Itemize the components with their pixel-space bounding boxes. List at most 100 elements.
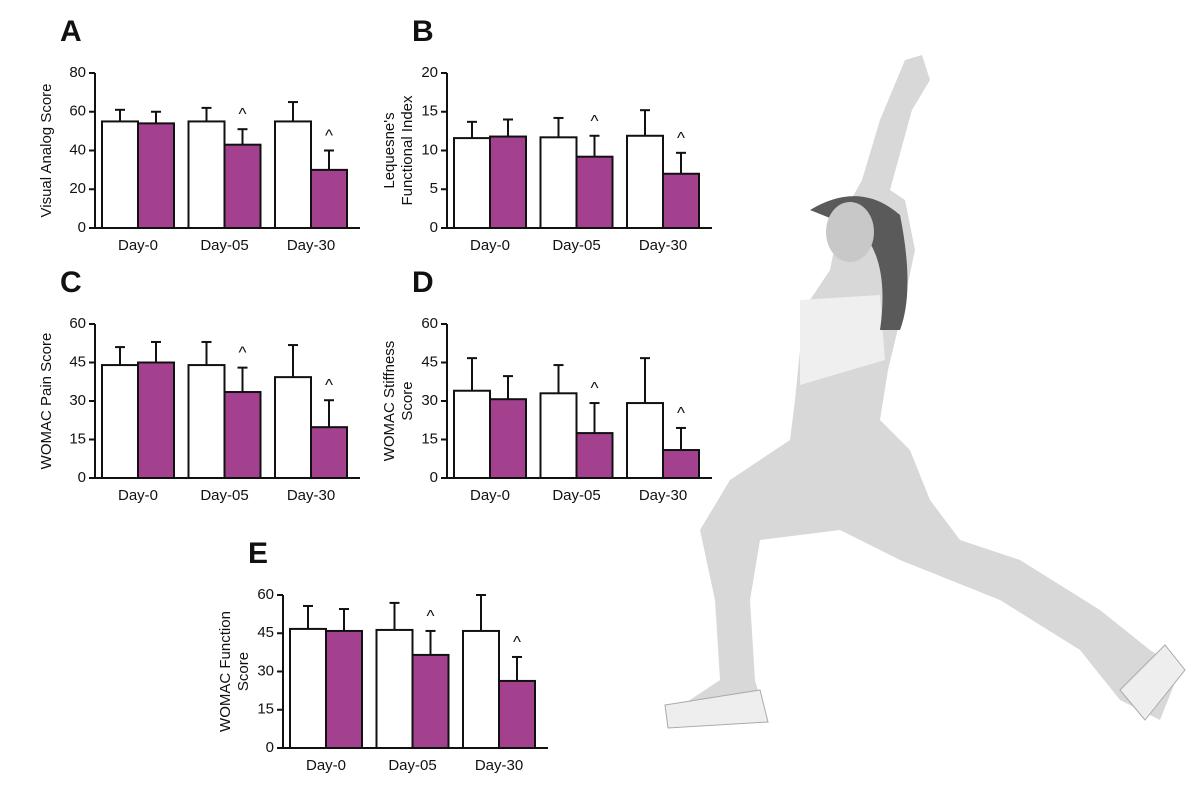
significance-marker: ^	[239, 343, 247, 362]
x-tick-label: Day-0	[470, 237, 510, 254]
head	[826, 202, 874, 262]
x-tick-label: Day-30	[287, 237, 335, 254]
y-tick-label: 0	[78, 219, 86, 236]
x-tick-label: Day-05	[552, 487, 600, 504]
bar	[310, 426, 348, 479]
shoe	[664, 689, 769, 729]
significance-marker: ^	[239, 105, 247, 124]
y-tick-label: 60	[69, 103, 86, 120]
bar	[453, 389, 491, 480]
x-tick-label: Day-0	[118, 487, 158, 504]
top	[800, 295, 885, 385]
bar	[411, 653, 450, 749]
y-tick-label: 15	[421, 430, 438, 447]
y-tick-label: 15	[421, 103, 438, 120]
significance-marker: ^	[591, 379, 599, 398]
bar	[101, 364, 139, 480]
x-tick-label: Day-0	[306, 757, 346, 774]
y-tick-label: 45	[69, 353, 86, 370]
bar	[325, 629, 363, 750]
chart: D WOMAC Stiffness Score 0 15 30 45 60 Day-0 Day-0…	[381, 266, 712, 504]
y-tick-label: 40	[69, 141, 86, 158]
y-tick-label: 45	[421, 353, 438, 370]
x-tick-label: Day-30	[639, 487, 687, 504]
bar	[223, 143, 262, 229]
y-tick-label: 20	[421, 64, 438, 81]
photo	[664, 55, 1186, 729]
bar	[453, 137, 491, 230]
y-tick-label: 60	[421, 315, 438, 332]
x-tick-label: Day-05	[200, 487, 248, 504]
significance-marker: ^	[325, 376, 333, 395]
y-tick-label: 5	[430, 180, 438, 197]
bar	[289, 627, 327, 749]
bar	[575, 155, 614, 229]
significance-marker: ^	[427, 606, 435, 625]
hair	[810, 196, 908, 330]
shoe	[1119, 644, 1186, 721]
y-tick-label: 15	[69, 430, 86, 447]
bar	[375, 628, 414, 749]
bar	[489, 398, 527, 480]
x-tick-label: Day-05	[200, 237, 248, 254]
x-tick-label: Day-0	[118, 237, 158, 254]
x-tick-label: Day-30	[639, 237, 687, 254]
chart: B Lequesne's Functional Index 0 5 10 15 20 Day-0…	[381, 15, 712, 254]
y-tick-label: 30	[421, 392, 438, 409]
chart: E WOMAC Function Score 0 15 30 45 60 Day-0 Day-05…	[217, 537, 548, 774]
x-tick-label: Day-30	[287, 487, 335, 504]
chart: A Visual Analog Score 0 20 40 60 80 Day-0 Day-05…	[38, 15, 360, 254]
y-tick-label: 60	[257, 586, 274, 603]
bar	[498, 679, 536, 749]
panel-label: B	[412, 15, 434, 48]
bar	[626, 134, 664, 229]
bar	[101, 120, 139, 229]
y-tick-label: 0	[266, 739, 274, 756]
y-tick-label: 0	[78, 469, 86, 486]
chart: C WOMAC Pain Score 0 15 30 45 60 Day-0 Day-05 ^ Da…	[38, 266, 360, 504]
bar	[539, 136, 578, 229]
bar	[137, 122, 175, 229]
y-tick-label: 15	[257, 701, 274, 718]
bar	[310, 168, 348, 229]
bar	[274, 120, 312, 229]
significance-marker: ^	[325, 126, 333, 145]
panel-label: A	[60, 15, 82, 48]
x-tick-label: Day-30	[475, 757, 523, 774]
y-axis-label: Score	[235, 652, 252, 691]
y-axis-label: Visual Analog Score	[38, 84, 55, 218]
y-tick-label: 10	[421, 141, 438, 158]
bar	[575, 432, 614, 480]
significance-marker: ^	[677, 128, 685, 147]
panel-label: D	[412, 266, 434, 299]
bar	[187, 364, 226, 480]
significance-marker: ^	[591, 111, 599, 130]
bar	[662, 449, 700, 480]
body	[670, 55, 1180, 725]
y-tick-label: 60	[69, 315, 86, 332]
y-tick-label: 45	[257, 624, 274, 641]
x-tick-label: Day-0	[470, 487, 510, 504]
y-axis-label: WOMAC Pain Score	[38, 333, 55, 470]
panel-label: E	[248, 537, 268, 570]
bar	[539, 392, 578, 479]
panel-label: C	[60, 266, 82, 299]
bar	[462, 629, 500, 750]
x-tick-label: Day-05	[388, 757, 436, 774]
bar	[662, 172, 700, 229]
y-axis-label: WOMAC Stiffness	[381, 341, 398, 462]
x-tick-label: Day-05	[552, 237, 600, 254]
bar	[137, 361, 175, 479]
y-tick-label: 30	[257, 662, 274, 679]
y-tick-label: 0	[430, 469, 438, 486]
y-axis-label: Lequesne's	[381, 112, 398, 188]
y-axis-label: WOMAC Function	[217, 611, 234, 732]
bar	[223, 391, 262, 479]
bar	[274, 376, 312, 480]
bar	[626, 402, 664, 480]
significance-marker: ^	[677, 403, 685, 422]
y-tick-label: 0	[430, 219, 438, 236]
y-tick-label: 80	[69, 64, 86, 81]
bar	[187, 120, 226, 229]
